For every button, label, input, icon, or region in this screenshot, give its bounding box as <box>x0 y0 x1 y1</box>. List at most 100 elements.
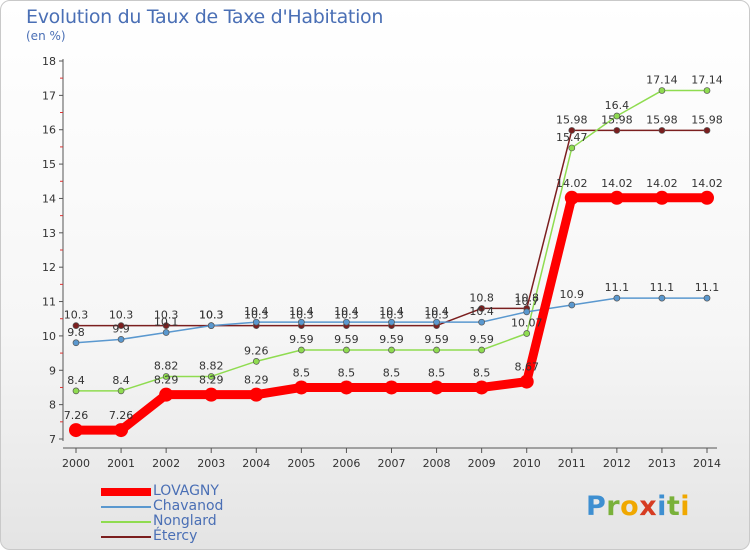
data-label-lovagny: 8.5 <box>338 366 356 379</box>
data-point-nonglard <box>162 373 170 380</box>
data-label-lovagny: 8.5 <box>383 366 401 379</box>
legend-label-lovagny: LOVAGNY <box>153 483 219 499</box>
data-label-chavanod: 11.1 <box>650 281 675 294</box>
logo-letter: o <box>620 491 640 522</box>
legend-label-etercy: Étercy <box>153 528 198 544</box>
data-label-lovagny: 8.5 <box>428 366 446 379</box>
data-label-nonglard: 9.59 <box>334 333 359 346</box>
data-label-nonglard: 9.59 <box>469 333 494 346</box>
x-tick-label: 2013 <box>648 457 676 470</box>
data-point-lovagny <box>114 423 129 438</box>
data-point-lovagny <box>294 380 309 395</box>
chart-legend: LOVAGNY Chavanod Nonglard Étercy <box>101 483 321 545</box>
data-label-chavanod: 9.9 <box>112 322 130 335</box>
data-point-lovagny <box>69 423 83 438</box>
data-point-chavanod <box>703 294 711 302</box>
data-point-étercy <box>117 322 125 329</box>
legend-swatch-lovagny <box>101 488 151 496</box>
data-label-étercy: 10.3 <box>154 309 179 322</box>
data-label-étercy: 15.98 <box>556 113 588 126</box>
data-point-chavanod <box>613 294 621 302</box>
data-point-chavanod <box>207 322 215 329</box>
series-line-étercy <box>75 129 708 327</box>
x-tick-label: 2002 <box>152 457 180 470</box>
data-label-lovagny: 8.29 <box>154 374 179 387</box>
y-tick-label: 14 <box>42 192 56 205</box>
data-point-chavanod <box>478 318 485 326</box>
y-tick-label: 13 <box>42 227 56 240</box>
data-point-étercy <box>72 322 80 329</box>
data-label-nonglard: 17.14 <box>691 74 723 87</box>
legend-item-etercy[interactable]: Étercy <box>101 528 321 545</box>
data-label-étercy: 10.8 <box>469 291 494 304</box>
data-label-nonglard: 17.14 <box>646 74 678 87</box>
y-tick-label: 11 <box>42 296 56 309</box>
x-tick-label: 2001 <box>107 457 135 470</box>
data-label-chavanod: 10.4 <box>289 305 314 318</box>
data-label-étercy: 10.3 <box>64 309 89 322</box>
data-label-lovagny: 7.26 <box>109 409 134 422</box>
data-point-nonglard <box>72 387 80 395</box>
legend-item-lovagny[interactable]: LOVAGNY <box>101 483 321 500</box>
data-label-nonglard: 15.47 <box>556 131 588 144</box>
data-point-chavanod <box>568 301 576 309</box>
data-point-nonglard <box>478 346 485 354</box>
data-point-lovagny <box>609 190 624 205</box>
logo-letter: i <box>680 491 691 522</box>
data-label-étercy: 10.3 <box>379 309 404 322</box>
legend-label-nonglard: Nonglard <box>153 513 217 529</box>
data-label-étercy: 10.3 <box>424 309 449 322</box>
data-point-chavanod <box>117 335 125 343</box>
y-tick-label: 9 <box>49 364 56 377</box>
x-tick-label: 2010 <box>513 457 541 470</box>
y-tick-label: 10 <box>42 330 56 343</box>
data-label-lovagny: 8.5 <box>293 366 311 379</box>
y-tick-label: 8 <box>49 399 56 412</box>
data-point-nonglard <box>388 346 395 354</box>
legend-item-nonglard[interactable]: Nonglard <box>101 513 321 530</box>
data-label-chavanod: 10.4 <box>469 305 494 318</box>
data-label-lovagny: 8.29 <box>244 374 269 387</box>
data-point-chavanod <box>252 318 260 326</box>
data-label-étercy: 10.3 <box>199 309 224 322</box>
x-tick-label: 2007 <box>378 457 406 470</box>
data-label-chavanod: 11.1 <box>695 281 720 294</box>
legend-swatch-chavanod <box>101 506 151 508</box>
data-label-chavanod: 10.3 <box>199 309 224 322</box>
data-label-étercy: 10.3 <box>334 309 359 322</box>
data-point-lovagny <box>654 190 669 205</box>
data-label-lovagny: 8.67 <box>514 361 539 374</box>
y-tick-label: 17 <box>42 89 56 102</box>
data-label-chavanod: 11.1 <box>605 281 630 294</box>
data-label-chavanod: 10.4 <box>424 305 449 318</box>
data-point-chavanod <box>433 318 440 326</box>
data-label-nonglard: 10.07 <box>511 317 543 330</box>
data-point-lovagny <box>339 380 354 395</box>
y-tick-label: 12 <box>42 261 56 274</box>
x-tick-label: 2003 <box>197 457 225 470</box>
data-label-chavanod: 9.8 <box>67 326 85 339</box>
legend-item-chavanod[interactable]: Chavanod <box>101 498 321 515</box>
data-label-nonglard: 8.4 <box>112 374 130 387</box>
data-label-étercy: 10.3 <box>244 309 269 322</box>
data-point-nonglard <box>298 346 305 354</box>
legend-swatch-nonglard <box>101 521 151 523</box>
data-point-nonglard <box>658 87 666 94</box>
logo-letter: x <box>639 491 658 522</box>
data-point-chavanod <box>388 318 395 326</box>
data-point-chavanod <box>162 329 170 336</box>
data-point-nonglard <box>343 346 350 354</box>
data-point-lovagny <box>429 380 444 395</box>
x-tick-label: 2012 <box>603 457 631 470</box>
data-point-lovagny <box>474 380 489 395</box>
data-point-chavanod <box>523 308 531 316</box>
data-label-étercy: 10.3 <box>109 309 134 322</box>
x-tick-label: 2014 <box>693 457 721 470</box>
y-tick-label: 18 <box>42 55 56 68</box>
data-label-étercy: 15.98 <box>646 113 678 126</box>
proxiti-logo: Proxiti <box>586 491 690 522</box>
data-label-nonglard: 8.82 <box>199 359 224 372</box>
logo-letter: P <box>586 491 607 522</box>
